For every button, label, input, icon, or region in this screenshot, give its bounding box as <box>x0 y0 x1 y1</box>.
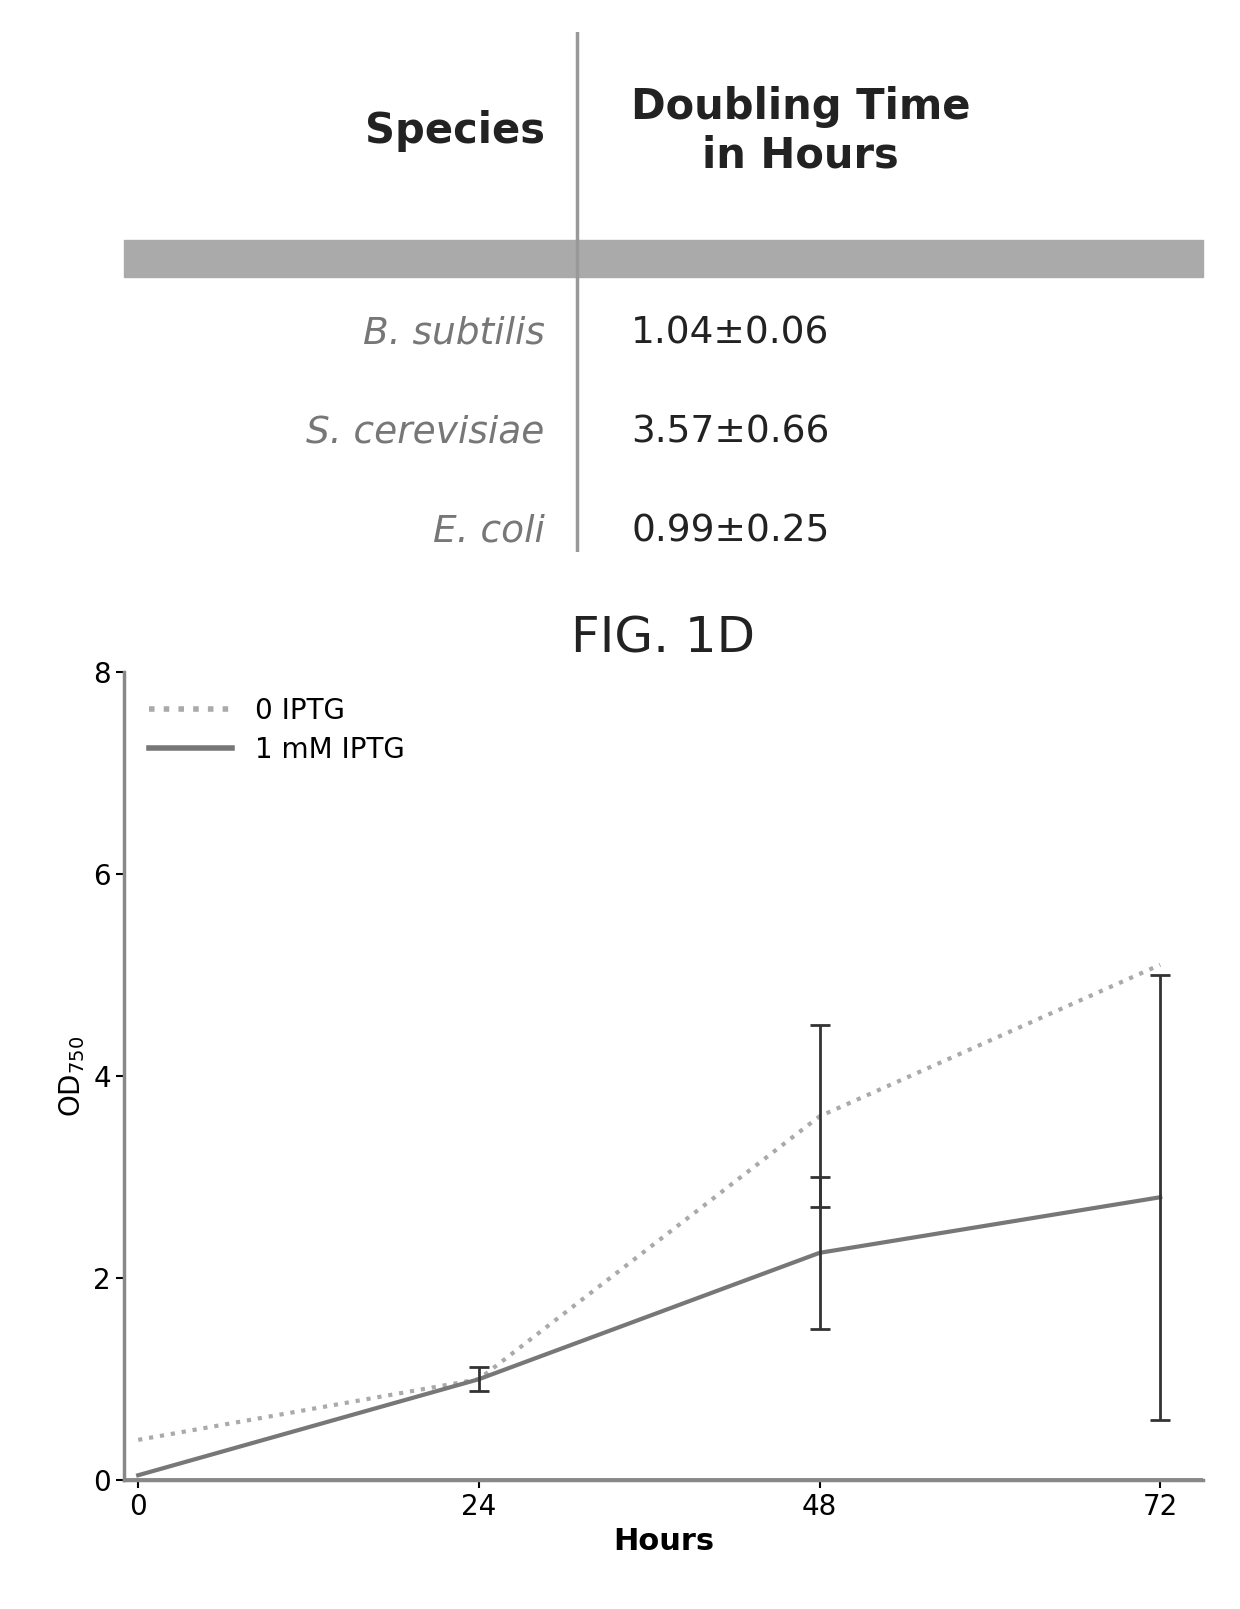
Text: 0.99±0.25: 0.99±0.25 <box>631 513 830 549</box>
Text: 1.04±0.06: 1.04±0.06 <box>631 315 830 352</box>
Text: 3.57±0.66: 3.57±0.66 <box>631 415 830 451</box>
Text: Doubling Time
in Hours: Doubling Time in Hours <box>631 85 971 177</box>
Text: S. cerevisiae: S. cerevisiae <box>306 415 544 451</box>
Text: Species: Species <box>365 109 544 151</box>
Text: E. coli: E. coli <box>433 513 544 549</box>
Y-axis label: OD$_{750}$: OD$_{750}$ <box>58 1035 88 1117</box>
Text: FIG. 1D: FIG. 1D <box>572 615 755 663</box>
Bar <box>124 240 1203 277</box>
Legend: 0 IPTG, 1 mM IPTG: 0 IPTG, 1 mM IPTG <box>138 685 415 776</box>
X-axis label: Hours: Hours <box>613 1527 714 1556</box>
Text: B. subtilis: B. subtilis <box>363 315 544 352</box>
